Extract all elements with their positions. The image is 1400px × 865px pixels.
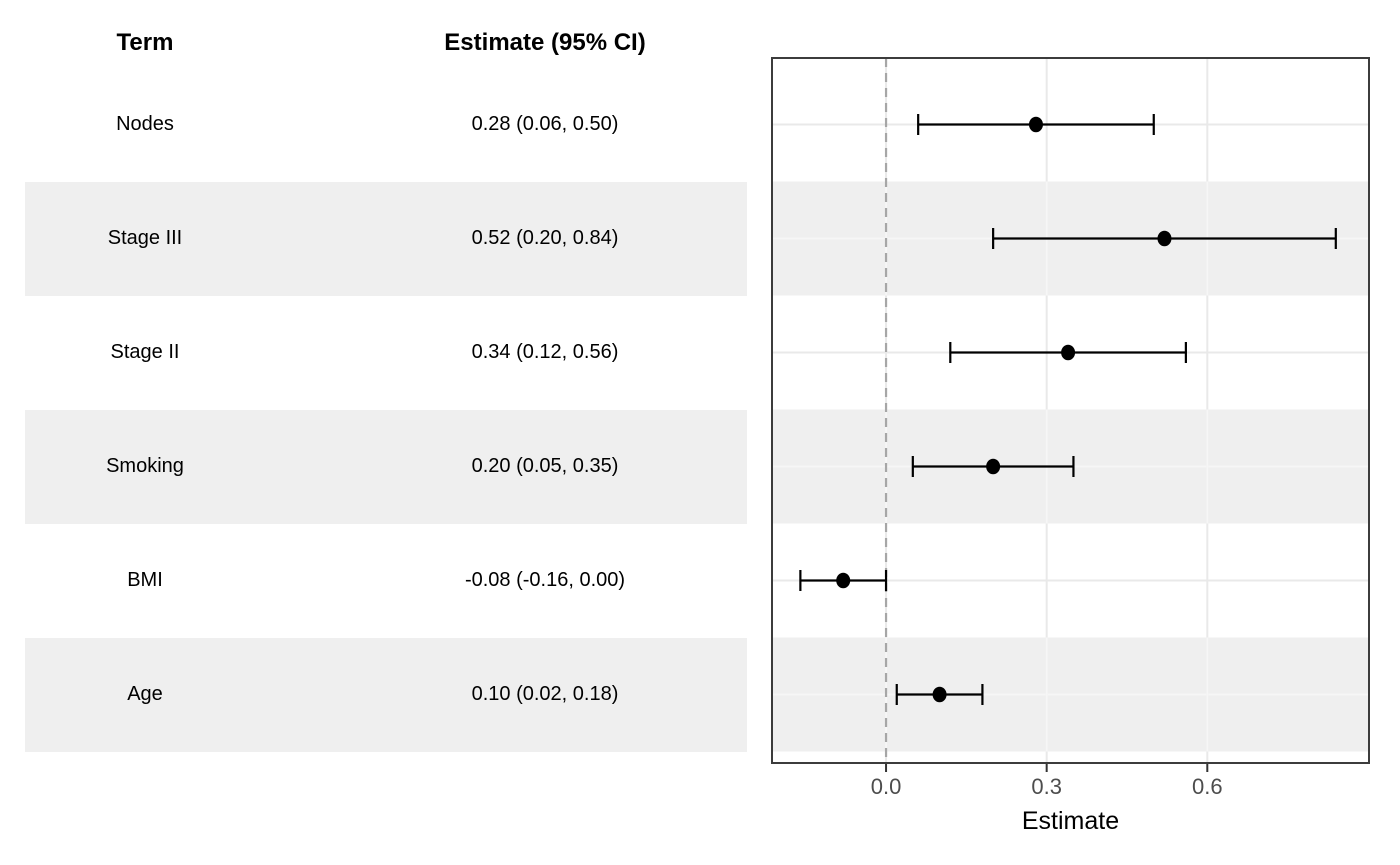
term-label: Stage II [110, 341, 180, 363]
term-label: Nodes [116, 113, 174, 135]
table-row: Smoking 0.20 (0.05, 0.35) [25, 409, 747, 524]
estimate-ci-label: 0.10 (0.02, 0.18) [471, 683, 619, 705]
term-column-header: Term [116, 29, 174, 56]
table-header-row: Term Estimate (95% CI) [25, 20, 747, 66]
table-row: Stage III 0.52 (0.20, 0.84) [25, 181, 747, 296]
term-label: BMI [127, 569, 163, 591]
table-row: Nodes 0.28 (0.06, 0.50) [25, 68, 747, 182]
estimate-column-header: Estimate (95% CI) [444, 29, 646, 56]
estimate-ci-label: 0.52 (0.20, 0.84) [471, 227, 619, 249]
panel-border [771, 57, 1370, 764]
estimate-ci-label: 0.20 (0.05, 0.35) [471, 455, 619, 477]
estimate-point [986, 458, 1001, 475]
estimate-point [836, 572, 851, 589]
table-row: Stage II 0.34 (0.12, 0.56) [25, 296, 747, 410]
term-label: Stage III [107, 227, 183, 249]
x-axis-title: Estimate [1022, 807, 1119, 835]
table-row: Age 0.10 (0.02, 0.18) [25, 637, 747, 752]
x-axis-tick-label: 0.0 [871, 774, 902, 799]
estimate-point [1028, 116, 1043, 133]
term-label: Age [127, 683, 163, 705]
estimate-ci-label: -0.08 (-0.16, 0.00) [464, 569, 626, 591]
x-axis-tick-label: 0.3 [1031, 774, 1062, 799]
estimate-ci-label: 0.34 (0.12, 0.56) [471, 341, 619, 363]
term-label: Smoking [106, 455, 184, 477]
term-table: Term Estimate (95% CI) Nodes 0.28 (0.06, … [25, 0, 747, 752]
x-axis-tick-label: 0.6 [1192, 774, 1223, 799]
estimate-ci-label: 0.28 (0.06, 0.50) [471, 113, 619, 135]
estimate-point [932, 686, 947, 703]
estimate-point [1157, 230, 1172, 247]
estimate-point [1061, 344, 1076, 361]
table-row: BMI -0.08 (-0.16, 0.00) [25, 524, 747, 638]
